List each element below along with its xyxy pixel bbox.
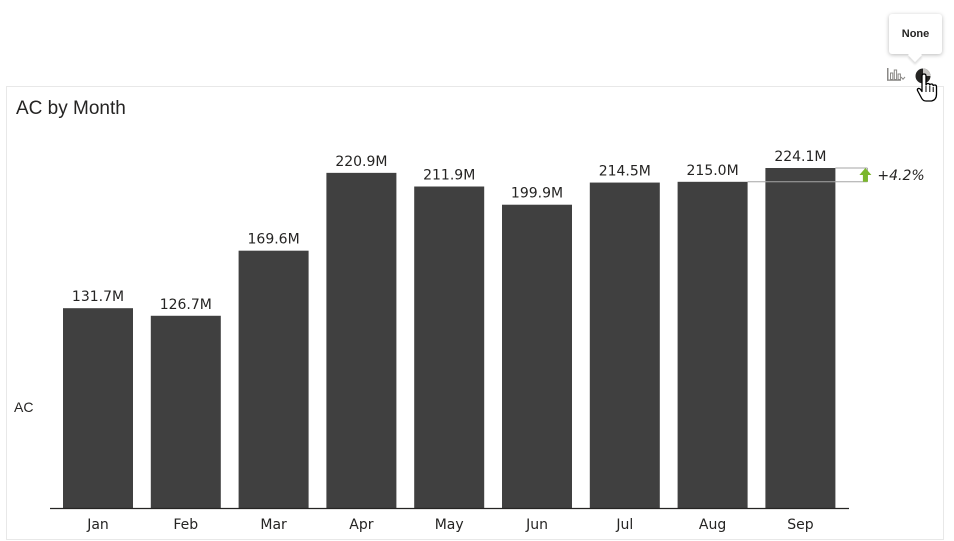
bar[interactable] — [63, 308, 133, 508]
data-label: 169.6M — [248, 232, 300, 248]
data-label: 215.0M — [687, 163, 739, 179]
x-tick-label: May — [435, 517, 464, 533]
bar[interactable] — [677, 181, 748, 508]
bar[interactable] — [765, 168, 836, 508]
hand-pointer-icon — [916, 73, 938, 107]
variance-up-arrow-icon — [859, 168, 872, 182]
bar[interactable] — [150, 315, 221, 508]
data-label: 214.5M — [599, 164, 651, 180]
bar[interactable] — [414, 186, 485, 509]
data-label: 211.9M — [423, 168, 475, 184]
data-label: 224.1M — [774, 149, 826, 165]
tooltip: None — [889, 14, 942, 54]
x-tick-label: Jan — [86, 517, 109, 533]
visual-title: AC by Month — [16, 98, 126, 119]
x-tick-label: Aug — [699, 517, 726, 533]
bar[interactable] — [502, 204, 572, 508]
bar[interactable] — [238, 250, 309, 509]
data-label: 199.9M — [511, 186, 563, 202]
x-tick-label: Feb — [173, 517, 198, 533]
x-tick-label: Jun — [525, 517, 548, 533]
variance-label: +4.2% — [877, 168, 924, 184]
data-label: 126.7M — [160, 297, 212, 313]
y-axis-title: AC — [14, 399, 34, 415]
x-tick-label: Apr — [349, 517, 373, 533]
x-tick-label: Sep — [787, 517, 814, 533]
data-label: 220.9M — [335, 154, 387, 170]
x-tick-label: Jul — [615, 517, 633, 533]
bar-chart-icon[interactable] — [886, 66, 906, 88]
x-tick-label: Mar — [260, 517, 287, 533]
bar[interactable] — [326, 172, 397, 508]
data-label: 131.7M — [72, 289, 124, 305]
bar[interactable] — [589, 182, 660, 508]
